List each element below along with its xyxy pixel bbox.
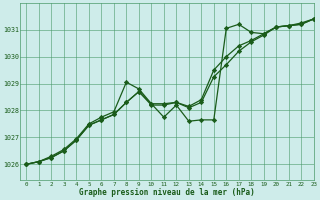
X-axis label: Graphe pression niveau de la mer (hPa): Graphe pression niveau de la mer (hPa) [79,188,255,197]
